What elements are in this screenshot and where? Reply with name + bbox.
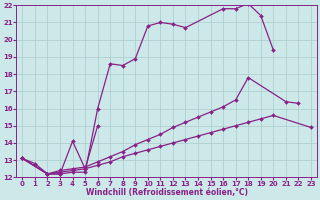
X-axis label: Windchill (Refroidissement éolien,°C): Windchill (Refroidissement éolien,°C)	[86, 188, 248, 197]
